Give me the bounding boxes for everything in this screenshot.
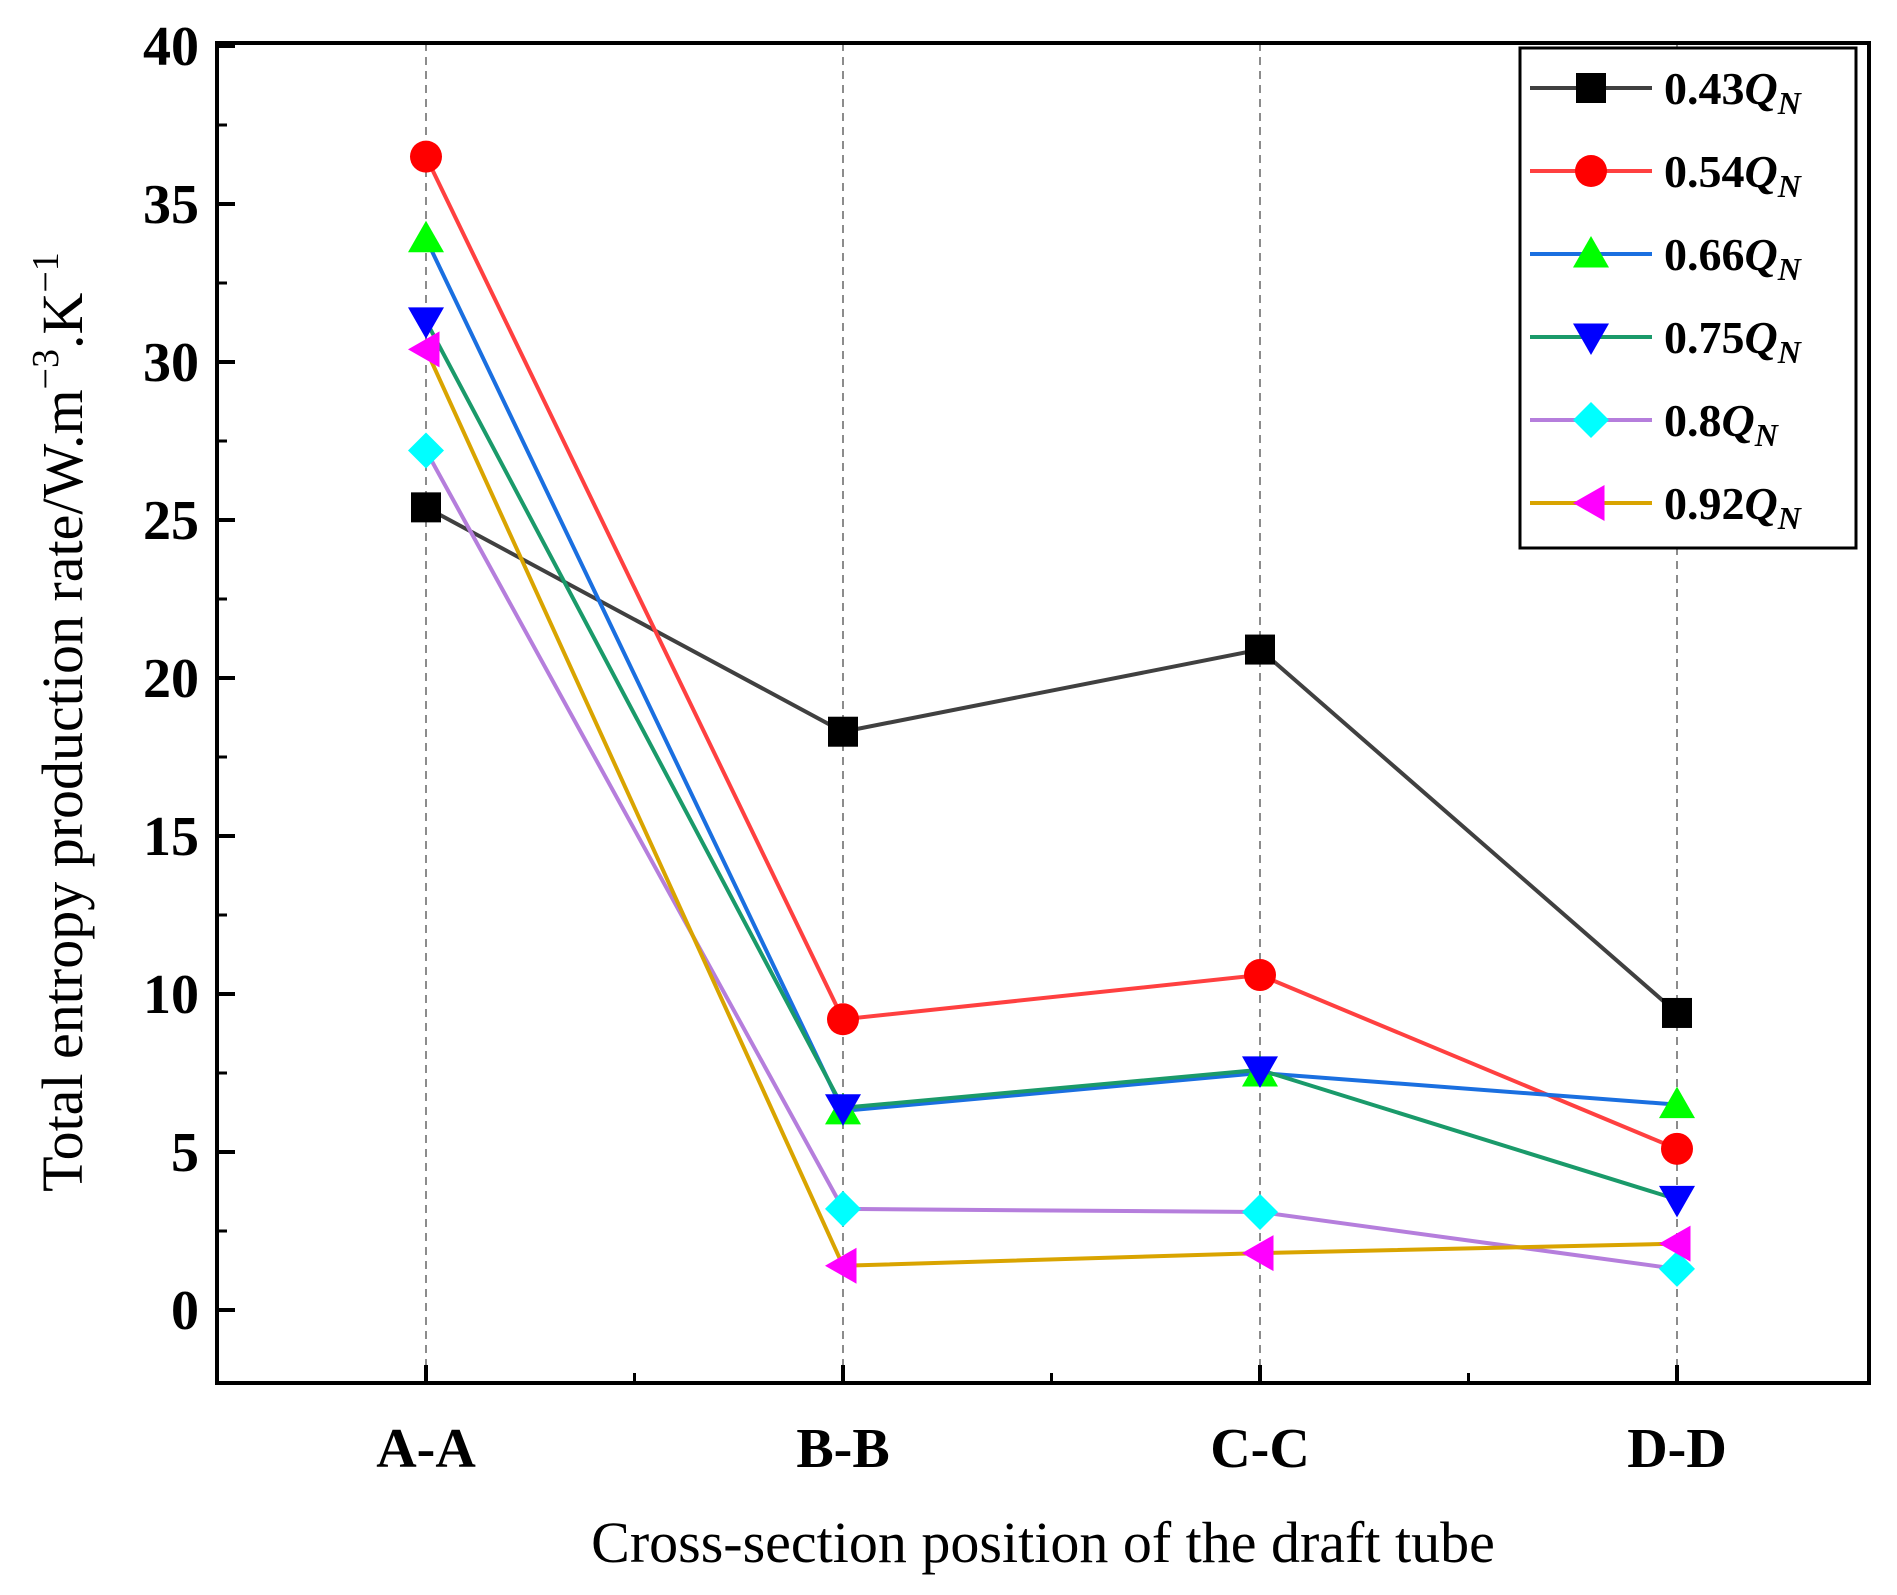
vertical-grid xyxy=(425,43,1678,1383)
legend-label: 0.66QN xyxy=(1664,229,1803,287)
y-axis-title-sup1: −3 xyxy=(25,349,67,389)
series-0.75Q_N xyxy=(408,307,1695,1218)
data-point-0.8Q_N-A-A xyxy=(408,432,444,469)
legend-label: 0.8QN xyxy=(1664,395,1780,453)
legend-marker xyxy=(1575,155,1607,187)
plot-frame xyxy=(215,41,1871,1385)
data-point-0.54Q_N-A-A xyxy=(410,140,442,173)
data-point-0.8Q_N-C-C xyxy=(1242,1194,1278,1231)
data-point-0.75Q_N-B-B xyxy=(825,1094,861,1126)
legend-item-0.43Q_N: 0.43QN xyxy=(1530,63,1803,121)
series-0.92Q_N xyxy=(408,331,1691,1284)
data-point-0.92Q_N-D-D xyxy=(1659,1225,1691,1262)
data-point-0.43Q_N-D-D xyxy=(1662,997,1692,1028)
y-tick-label: 10 xyxy=(143,964,199,1026)
legend: 0.43QN 0.54QN 0.66QN 0.75QN 0.8QN 0.92QN xyxy=(1518,46,1858,550)
y-tick-label: 30 xyxy=(143,332,199,394)
series-line-0.75Q_N xyxy=(424,319,1678,1202)
legend-marker xyxy=(1573,402,1609,438)
x-tick-label-C-C: C-C xyxy=(1210,1418,1310,1480)
series-line-0.43Q_N xyxy=(425,505,1679,1015)
y-axis: 0 5 10 15 20 25 30 35 40 xyxy=(143,16,235,1342)
data-point-0.92Q_N-A-A xyxy=(408,331,440,368)
data-point-0.92Q_N-B-B xyxy=(825,1247,857,1284)
data-point-0.43Q_N-B-B xyxy=(828,716,858,747)
x-tick-label-B-B: B-B xyxy=(796,1418,889,1480)
y-tick-label: 20 xyxy=(143,648,199,710)
y-tick-label: 5 xyxy=(171,1122,199,1184)
y-axis-title-mid: .K xyxy=(30,293,95,350)
data-point-0.43Q_N-C-C xyxy=(1245,634,1275,665)
series-line-0.54Q_N xyxy=(424,155,1678,1151)
x-axis-title: Cross-section position of the draft tube xyxy=(591,1510,1495,1575)
data-point-0.54Q_N-C-C xyxy=(1244,959,1276,992)
data-point-0.75Q_N-C-C xyxy=(1242,1056,1278,1088)
legend-item-0.54Q_N: 0.54QN xyxy=(1530,146,1803,204)
legend-box xyxy=(1518,46,1858,550)
series-line-0.92Q_N xyxy=(424,348,1678,1268)
series-0.66Q_N xyxy=(408,220,1695,1125)
data-point-0.75Q_N-D-D xyxy=(1659,1185,1695,1218)
series-0.54Q_N xyxy=(410,140,1693,1165)
y-tick-label: 15 xyxy=(143,806,199,868)
data-point-0.66Q_N-D-D xyxy=(1659,1086,1695,1119)
legend-marker xyxy=(1573,236,1609,268)
data-point-0.8Q_N-D-D xyxy=(1659,1250,1695,1287)
x-tick-label-D-D: D-D xyxy=(1627,1418,1727,1480)
y-tick-label: 40 xyxy=(143,16,199,78)
data-point-0.66Q_N-A-A xyxy=(408,220,444,253)
legend-label: 0.54QN xyxy=(1664,146,1803,204)
legend-marker xyxy=(1573,485,1605,521)
legend-item-0.8Q_N: 0.8QN xyxy=(1530,395,1780,453)
series-0.43Q_N xyxy=(411,492,1692,1028)
series-layer xyxy=(408,140,1695,1287)
legend-label: 0.75QN xyxy=(1664,312,1803,370)
data-point-0.54Q_N-B-B xyxy=(827,1003,859,1036)
legend-marker xyxy=(1576,73,1606,103)
legend-marker xyxy=(1573,323,1609,355)
legend-label: 0.43QN xyxy=(1664,63,1803,121)
series-line-0.66Q_N xyxy=(424,237,1678,1114)
series-0.8Q_N xyxy=(408,432,1695,1287)
data-point-0.43Q_N-A-A xyxy=(411,492,441,523)
legend-label: 0.92QN xyxy=(1664,478,1803,536)
y-axis-title-sup2: −1 xyxy=(25,252,67,292)
legend-item-0.75Q_N: 0.75QN xyxy=(1530,312,1803,370)
series-line-0.8Q_N xyxy=(424,449,1678,1271)
data-point-0.8Q_N-B-B xyxy=(825,1190,861,1227)
x-tick-label-A-A: A-A xyxy=(376,1418,476,1480)
y-axis-title: Total entropy production rate/W.m−3.K−1 xyxy=(25,252,95,1192)
y-tick-label: 35 xyxy=(143,174,199,236)
y-tick-label: 25 xyxy=(143,490,199,552)
data-point-0.92Q_N-C-C xyxy=(1242,1235,1274,1272)
legend-item-0.92Q_N: 0.92QN xyxy=(1530,478,1803,536)
y-axis-title-main: Total entropy production rate/W.m xyxy=(30,389,95,1191)
y-tick-label: 0 xyxy=(171,1280,199,1342)
x-axis: A-A B-B C-C D-D xyxy=(376,1365,1727,1480)
data-point-0.54Q_N-D-D xyxy=(1661,1132,1693,1165)
data-point-0.75Q_N-A-A xyxy=(408,307,444,339)
legend-item-0.66Q_N: 0.66QN xyxy=(1530,229,1803,287)
